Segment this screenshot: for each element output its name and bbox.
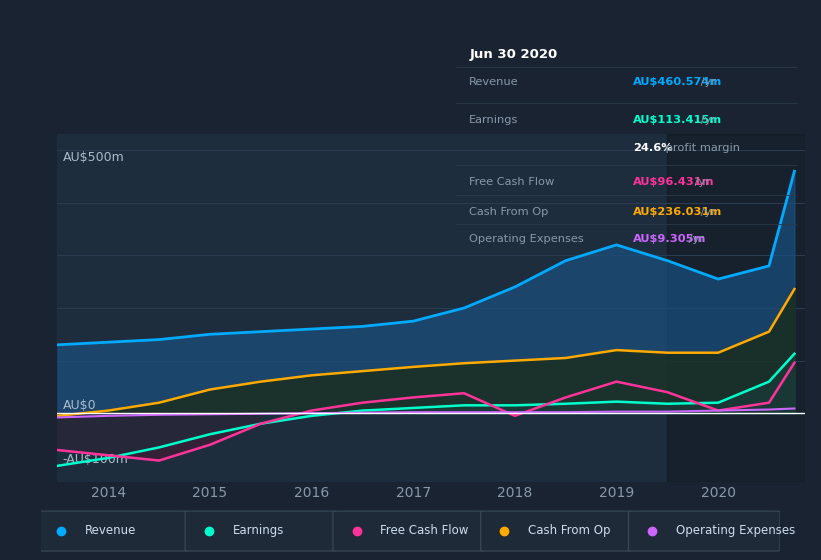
Text: Jun 30 2020: Jun 30 2020 xyxy=(470,48,557,61)
Text: Operating Expenses: Operating Expenses xyxy=(676,524,795,537)
Text: /yr: /yr xyxy=(696,77,716,87)
Text: AU$236.031m: AU$236.031m xyxy=(633,207,722,217)
FancyBboxPatch shape xyxy=(481,511,632,551)
Text: Earnings: Earnings xyxy=(232,524,284,537)
Text: Free Cash Flow: Free Cash Flow xyxy=(470,177,554,187)
Text: Revenue: Revenue xyxy=(470,77,519,87)
Text: Cash From Op: Cash From Op xyxy=(470,207,548,217)
Text: AU$9.305m: AU$9.305m xyxy=(633,234,706,244)
Text: /yr: /yr xyxy=(690,177,709,187)
FancyBboxPatch shape xyxy=(186,511,337,551)
FancyBboxPatch shape xyxy=(38,511,189,551)
Text: Operating Expenses: Operating Expenses xyxy=(470,234,584,244)
Text: Earnings: Earnings xyxy=(470,115,519,125)
Text: Free Cash Flow: Free Cash Flow xyxy=(380,524,469,537)
Text: AU$113.415m: AU$113.415m xyxy=(633,115,722,125)
Text: AU$460.574m: AU$460.574m xyxy=(633,77,722,87)
Text: Cash From Op: Cash From Op xyxy=(528,524,611,537)
Text: Revenue: Revenue xyxy=(85,524,136,537)
FancyBboxPatch shape xyxy=(629,511,780,551)
Text: AU$500m: AU$500m xyxy=(62,151,124,164)
FancyBboxPatch shape xyxy=(333,511,484,551)
Text: profit margin: profit margin xyxy=(662,143,740,153)
Text: -AU$100m: -AU$100m xyxy=(62,453,128,466)
Text: AU$96.431m: AU$96.431m xyxy=(633,177,714,187)
Text: /yr: /yr xyxy=(696,207,716,217)
Text: /yr: /yr xyxy=(685,234,704,244)
Text: /yr: /yr xyxy=(696,115,716,125)
Text: AU$0: AU$0 xyxy=(62,399,96,412)
Text: 24.6%: 24.6% xyxy=(633,143,672,153)
Bar xyxy=(667,134,805,482)
